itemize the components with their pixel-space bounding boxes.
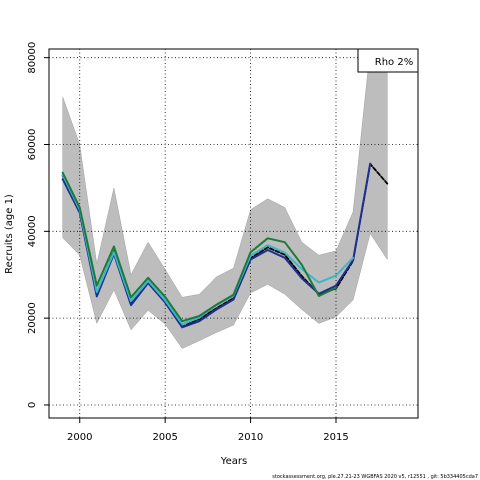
- x-tick-label: 2005: [152, 432, 177, 443]
- legend: Rho 2%: [357, 48, 419, 73]
- y-tick-label: 80000: [27, 42, 38, 74]
- x-tick-label: 2000: [67, 432, 92, 443]
- series-layer: [61, 162, 389, 329]
- y-tick-label: 60000: [27, 129, 38, 161]
- y-tick-label: 20000: [27, 302, 38, 334]
- footer-note: stockassessment.org, ple.27.21-23 WGBFAS…: [272, 474, 478, 480]
- series-line-4: [61, 171, 337, 323]
- axis-layer: 2000 2005 2010 2015 0 20000 40000 60000 80000: [27, 42, 349, 443]
- y-tick-label: 0: [27, 402, 38, 408]
- legend-box: [357, 48, 419, 73]
- legend-label: Rho 2%: [375, 57, 413, 68]
- x-axis-title: Years: [220, 456, 247, 467]
- x-tick-label: 2010: [238, 432, 263, 443]
- x-tick-label: 2015: [323, 432, 348, 443]
- plot-frame: [48, 48, 419, 419]
- y-tick-label: 40000: [27, 215, 38, 247]
- y-axis-title: Recruits (age 1): [4, 194, 15, 274]
